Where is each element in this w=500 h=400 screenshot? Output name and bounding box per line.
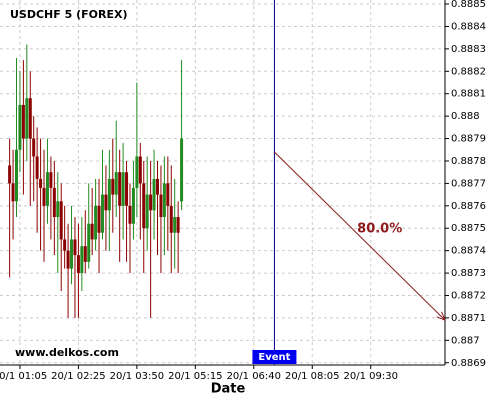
grid — [0, 0, 445, 365]
candle-body — [118, 172, 122, 206]
event-label-box — [252, 350, 297, 364]
candle-body — [56, 201, 60, 218]
y-tick-label: 0.8877 — [451, 178, 486, 189]
y-tick-label: 0.8884 — [451, 21, 486, 32]
candle-body — [145, 194, 149, 229]
marks — [8, 44, 184, 318]
candle-body — [114, 172, 118, 195]
x-tick-label: 20/1 06:40 — [227, 371, 281, 382]
candle-body — [28, 98, 32, 139]
candle-body — [156, 178, 160, 195]
candle-body — [76, 255, 80, 274]
candle-body — [121, 172, 125, 206]
x-tick-label: 20/1 05:15 — [168, 371, 222, 382]
y-tick-label: 0.887 — [451, 335, 480, 346]
y-tick-label: 0.8871 — [451, 313, 486, 324]
candle-body — [49, 172, 53, 188]
plot-area — [0, 0, 445, 365]
candle-body — [52, 187, 56, 218]
y-tick-label: 0.8869 — [451, 358, 486, 369]
candle-body — [87, 223, 91, 262]
y-tick-label: 0.8879 — [451, 134, 486, 145]
candle-body — [59, 201, 63, 240]
candle-body — [83, 246, 87, 262]
candle-body — [11, 183, 15, 202]
candle-body — [111, 178, 115, 195]
x-tick-label: 20/1 03:50 — [110, 371, 164, 382]
candle-body — [131, 187, 135, 224]
y-tick-label: 0.8873 — [451, 268, 486, 279]
y-tick-label: 0.888 — [451, 111, 480, 122]
candle-body — [90, 223, 94, 240]
x-tick-label: 20/1 02:25 — [51, 371, 105, 382]
y-tick-label: 0.8874 — [451, 246, 486, 257]
candle-body — [135, 156, 139, 188]
candle-body — [162, 183, 166, 218]
y-tick-label: 0.8876 — [451, 201, 486, 212]
candle-body — [173, 217, 177, 233]
candle-body — [128, 205, 132, 224]
y-tick-label: 0.8882 — [451, 66, 486, 77]
candle-body — [66, 250, 70, 269]
candle-body — [63, 239, 67, 251]
forecast-label: 80.0% — [357, 222, 402, 237]
candle-body — [45, 172, 49, 206]
candle-body — [94, 205, 98, 240]
candle-body — [125, 172, 129, 206]
y-tick-label: 0.8881 — [451, 89, 486, 100]
candle-body — [25, 98, 29, 139]
event-label: Event — [258, 352, 290, 363]
candle-body — [176, 217, 180, 233]
candle-body — [80, 246, 84, 274]
candle-body — [142, 183, 146, 229]
candle-body — [100, 194, 104, 233]
candle-body — [70, 239, 74, 269]
candle-body — [35, 156, 39, 179]
candle-body — [149, 194, 153, 211]
arrow-head — [436, 311, 446, 322]
candle-body — [180, 138, 184, 202]
y-tick-label: 0.8878 — [451, 156, 486, 167]
candle-body — [32, 138, 36, 157]
forecast-arrow — [274, 151, 446, 321]
chart-title: USDCHF 5 (FOREX) — [10, 8, 127, 21]
candle-body — [104, 194, 108, 211]
candle-body — [97, 205, 101, 233]
candle-body — [107, 178, 111, 211]
candle-body — [18, 104, 22, 150]
watermark: www.delkos.com — [15, 346, 119, 359]
candle-body — [159, 194, 163, 218]
candle-body — [8, 165, 12, 184]
candle-body — [169, 205, 173, 233]
x-tick-label: 20/1 08:05 — [285, 371, 339, 382]
x-axis-title: Date — [211, 382, 246, 397]
candle-body — [166, 183, 170, 206]
y-tick-label: 0.8883 — [451, 44, 486, 55]
x-tick-label: 20/1 09:30 — [343, 371, 397, 382]
y-tick-label: 0.8875 — [451, 223, 486, 234]
candle-body — [21, 104, 25, 139]
candle-body — [15, 149, 19, 202]
x-tick-label: 20/1 01:05 — [0, 371, 47, 382]
candle-body — [42, 187, 46, 206]
candle-body — [73, 239, 77, 256]
candle-body — [152, 178, 156, 211]
y-tick-label: 0.8885 — [451, 0, 486, 10]
candle-body — [39, 178, 43, 188]
y-tick-label: 0.8872 — [451, 290, 486, 301]
candle-body — [138, 156, 142, 184]
